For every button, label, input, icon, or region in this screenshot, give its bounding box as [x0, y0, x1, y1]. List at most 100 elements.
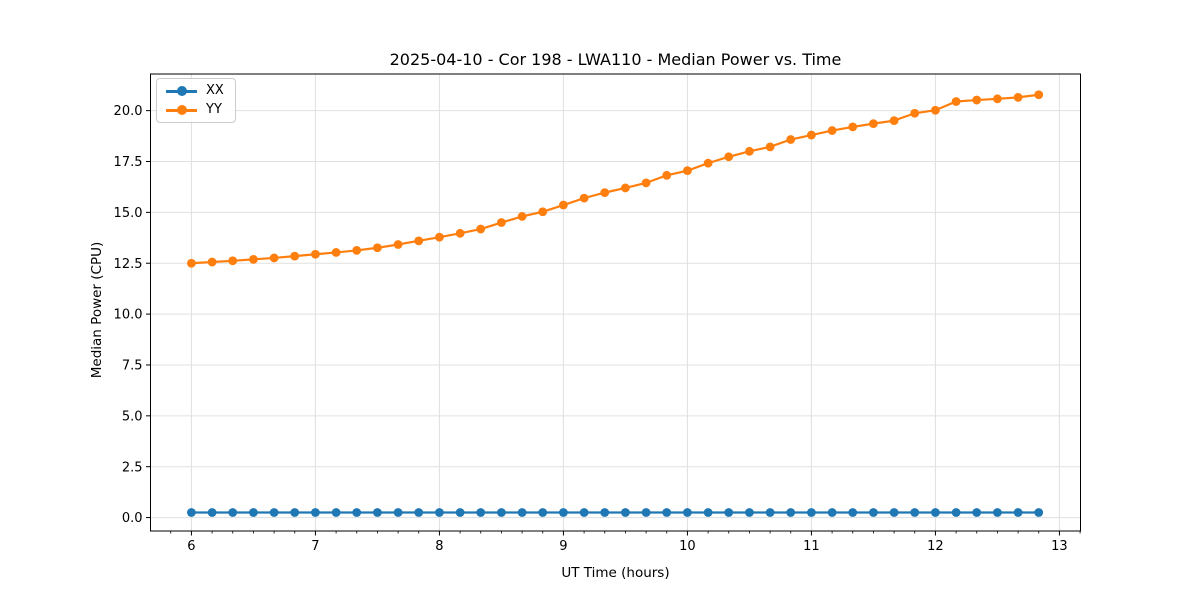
y-tick-label: 0.0	[122, 511, 143, 526]
data-point-xx	[207, 508, 217, 517]
legend-label-xx: XX	[206, 83, 224, 98]
data-point-yy	[683, 166, 692, 176]
data-point-xx	[703, 508, 713, 517]
y-tick-label: 10.0	[114, 308, 143, 323]
data-point-yy	[290, 251, 300, 261]
data-point-yy	[621, 183, 630, 193]
data-point-xx	[662, 508, 672, 517]
data-point-yy	[393, 240, 403, 249]
legend: XX YY	[156, 78, 236, 123]
data-point-xx	[724, 508, 734, 517]
y-tick-label: 17.5	[114, 155, 143, 170]
data-point-yy	[745, 146, 754, 156]
data-point-xx	[786, 508, 796, 517]
plot-border	[150, 73, 1081, 532]
data-point-yy	[228, 256, 238, 266]
data-point-xx	[951, 508, 961, 517]
data-point-yy	[827, 126, 837, 135]
data-point-yy	[869, 119, 878, 129]
data-point-xx	[311, 508, 320, 517]
legend-entry-yy: YY	[166, 103, 224, 117]
data-point-xx	[683, 508, 692, 517]
y-tick-label: 20.0	[114, 104, 143, 119]
data-point-yy	[951, 97, 961, 106]
legend-entry-xx: XX	[166, 84, 224, 98]
x-tick-label: 13	[1051, 539, 1068, 554]
data-point-yy	[889, 116, 899, 125]
data-point-xx	[476, 508, 486, 517]
data-point-xx	[393, 508, 403, 517]
data-point-xx	[455, 508, 465, 517]
data-point-yy	[724, 152, 734, 162]
data-point-xx	[600, 508, 610, 517]
data-point-yy	[786, 135, 796, 144]
data-point-xx	[889, 508, 899, 517]
data-point-xx	[931, 508, 940, 517]
data-point-xx	[910, 508, 920, 517]
grid-layer	[150, 74, 1081, 531]
data-point-xx	[621, 508, 630, 517]
data-point-yy	[972, 95, 982, 105]
data-point-xx	[765, 508, 775, 517]
data-point-xx	[269, 508, 279, 517]
data-point-yy	[269, 253, 279, 263]
data-point-xx	[290, 508, 300, 517]
data-point-yy	[579, 193, 589, 203]
data-point-xx	[331, 508, 341, 517]
data-point-yy	[455, 228, 465, 238]
data-point-yy	[848, 122, 858, 132]
data-point-xx	[249, 508, 258, 517]
data-point-xx	[972, 508, 982, 517]
y-tick-label: 2.5	[122, 460, 143, 475]
data-point-yy	[207, 257, 217, 267]
data-point-yy	[249, 254, 258, 264]
data-point-xx	[745, 508, 754, 517]
data-point-xx	[435, 508, 444, 517]
yy-line-marker-icon	[166, 105, 197, 115]
data-point-yy	[703, 158, 713, 168]
x-tick-label: 12	[927, 539, 944, 554]
y-tick-label: 5.0	[122, 409, 143, 424]
data-point-xx	[538, 508, 548, 517]
data-point-xx	[993, 508, 1002, 517]
data-point-yy	[311, 249, 320, 259]
y-axis-label: Median Power (CPU)	[89, 242, 105, 378]
x-tick-label: 11	[803, 539, 820, 554]
data-point-xx	[869, 508, 878, 517]
data-point-xx	[641, 508, 651, 517]
data-point-xx	[807, 508, 816, 517]
data-point-xx	[827, 508, 837, 517]
data-point-yy	[559, 200, 568, 210]
y-tick-label: 12.5	[114, 257, 143, 272]
data-point-yy	[1013, 92, 1023, 102]
x-tick-label: 7	[311, 539, 319, 554]
data-point-yy	[352, 246, 362, 255]
x-axis-label: UT Time (hours)	[561, 565, 669, 581]
data-point-xx	[414, 508, 424, 517]
data-point-xx	[1013, 508, 1023, 517]
data-point-xx	[228, 508, 238, 517]
data-point-yy	[538, 207, 548, 217]
series-line-yy	[190, 93, 1040, 265]
data-point-yy	[993, 94, 1002, 104]
data-point-xx	[187, 508, 196, 517]
chart-title: 2025-04-10 - Cor 198 - LWA110 - Median P…	[390, 50, 842, 69]
data-point-xx	[579, 508, 589, 517]
data-point-yy	[931, 105, 940, 115]
data-point-yy	[435, 232, 444, 242]
legend-label-yy: YY	[206, 102, 222, 117]
data-point-yy	[662, 170, 672, 180]
x-tick-label: 6	[187, 539, 195, 554]
x-tick-label: 8	[435, 539, 443, 554]
data-point-yy	[600, 188, 610, 198]
series-layer	[187, 90, 1044, 517]
tick-layer: 6 7 8 9 10 11 12 13 0.0 2.5 5.0 7.5 10.0 12.5 15.0 17.5…	[114, 104, 1081, 554]
data-point-yy	[641, 178, 651, 188]
data-point-yy	[476, 224, 486, 234]
data-point-yy	[414, 236, 424, 246]
data-point-xx	[352, 508, 362, 517]
data-point-yy	[187, 258, 196, 268]
data-point-yy	[1034, 90, 1044, 100]
y-tick-label: 7.5	[122, 359, 143, 374]
